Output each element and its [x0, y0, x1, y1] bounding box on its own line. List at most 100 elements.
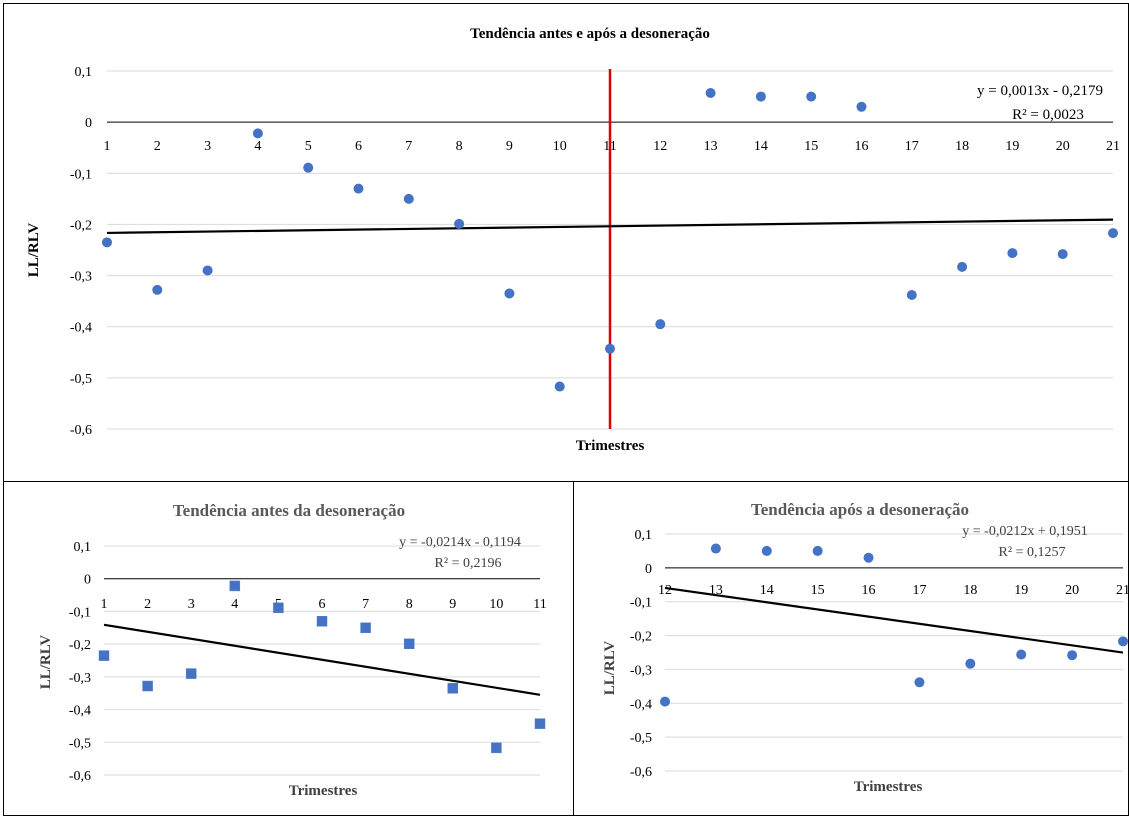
x-tick-label: 9 [506, 139, 513, 154]
x-tick-label: 4 [231, 597, 238, 612]
y-tick-label: -0,2 [630, 630, 652, 645]
x-tick-label: 8 [406, 597, 413, 612]
data-point [185, 668, 197, 679]
data-point [914, 677, 925, 688]
data-point [705, 87, 716, 98]
x-tick-label: 1 [101, 597, 108, 612]
y-tick-label: 0,1 [75, 65, 93, 80]
y-axis-title: LL/RLV [602, 641, 618, 696]
y-tick-label: 0 [85, 116, 92, 131]
chart-title: Tendência após a desoneração [751, 500, 969, 519]
data-point [1016, 649, 1027, 660]
data-point [1108, 228, 1118, 239]
trendline [106, 218, 1114, 235]
x-tick-label: 12 [658, 583, 672, 598]
x-tick-label: 10 [489, 597, 503, 612]
x-tick-label: 3 [204, 139, 211, 154]
y-axis-title: LL/RLV [38, 635, 54, 690]
x-tick-label: 20 [1065, 583, 1079, 598]
y-tick-label: -0,5 [69, 736, 91, 751]
x-tick-label: 14 [760, 583, 774, 598]
x-tick-label: 7 [362, 597, 369, 612]
data-point [142, 680, 153, 692]
chart-3: Tendência após a desoneração 0,1 0 -0,1 -0,2… [602, 500, 1129, 795]
data-point [655, 319, 666, 330]
y-tick-label: -0,5 [70, 372, 92, 387]
trendline [664, 586, 1124, 654]
x-tick-label: 18 [963, 583, 977, 598]
data-point [806, 91, 817, 102]
x-tick-label: 11 [533, 597, 546, 612]
y-tick-label: -0,6 [630, 765, 652, 780]
chart-panel-top [3, 3, 1129, 482]
data-point [710, 543, 721, 554]
y-tick-label: -0,3 [69, 671, 91, 686]
y-tick-label: -0,1 [630, 596, 652, 611]
chart-panel-before [3, 481, 574, 816]
trendline-equation: y = -0,0214x - 0,1194 [399, 535, 521, 550]
x-tick-label: 2 [154, 139, 161, 154]
data-point [152, 284, 163, 295]
x-tick-label: 8 [456, 139, 463, 154]
trendline-r2: R² = 0,2196 [435, 556, 502, 571]
x-tick-label: 12 [653, 139, 667, 154]
data-point [534, 718, 546, 729]
data-point [98, 650, 110, 661]
data-point [229, 580, 241, 592]
x-tick-label: 15 [811, 583, 825, 598]
data-point [957, 261, 968, 272]
data-point [491, 742, 502, 754]
x-axis-title: Trimestres [854, 779, 923, 795]
x-tick-label: 20 [1056, 139, 1070, 154]
x-tick-label: 9 [449, 597, 456, 612]
x-tick-label: 17 [905, 139, 919, 154]
data-point [554, 381, 565, 392]
y-tick-label: 0,1 [635, 528, 653, 543]
y-tick-label: -0,1 [69, 605, 91, 620]
data-point [403, 193, 414, 204]
data-point [252, 128, 263, 139]
data-point [812, 545, 823, 556]
chart-2: Tendência antes da desoneração 0,1 0 -0,1 -0… [38, 501, 547, 799]
trendline-r2: R² = 0,1257 [999, 545, 1066, 560]
data-point [755, 91, 766, 102]
x-axis-title: Trimestres [576, 438, 645, 454]
x-tick-label: 16 [855, 139, 869, 154]
trendline [103, 623, 541, 696]
x-tick-label: 6 [319, 597, 326, 612]
x-tick-label: 1 [104, 139, 111, 154]
x-axis-title: Trimestres [289, 783, 358, 799]
y-tick-label: -0,4 [69, 704, 91, 719]
y-tick-label: -0,3 [630, 663, 652, 678]
chart-title: Tendência antes da desoneração [173, 501, 405, 520]
data-point [403, 638, 415, 650]
data-point [761, 545, 772, 556]
data-point [863, 552, 874, 563]
y-tick-label: -0,2 [70, 218, 92, 233]
y-tick-label: 0 [645, 562, 652, 577]
data-point [965, 658, 976, 669]
x-tick-label: 6 [355, 139, 362, 154]
data-point [303, 162, 314, 173]
data-point [1007, 248, 1018, 259]
chart-panel-after [573, 481, 1129, 816]
data-point [504, 288, 515, 299]
data-point [202, 265, 213, 276]
trendline-equation: y = -0,0212x + 0,1951 [962, 524, 1087, 539]
y-tick-label: 0,1 [74, 540, 92, 555]
y-tick-label: -0,6 [69, 769, 91, 784]
data-point [1057, 249, 1068, 260]
data-point [454, 218, 465, 229]
x-tick-label: 16 [862, 583, 876, 598]
data-point [102, 237, 112, 248]
chart-1: Tendência antes e após a desoneração 0,1 0… [26, 26, 1120, 454]
x-tick-label: 18 [955, 139, 969, 154]
data-point [1118, 636, 1128, 647]
x-tick-label: 17 [912, 583, 926, 598]
x-tick-label: 21 [1116, 583, 1129, 598]
x-tick-label: 21 [1106, 139, 1120, 154]
y-tick-label: -0,4 [630, 697, 652, 712]
data-point [353, 183, 364, 194]
data-point [360, 622, 371, 634]
